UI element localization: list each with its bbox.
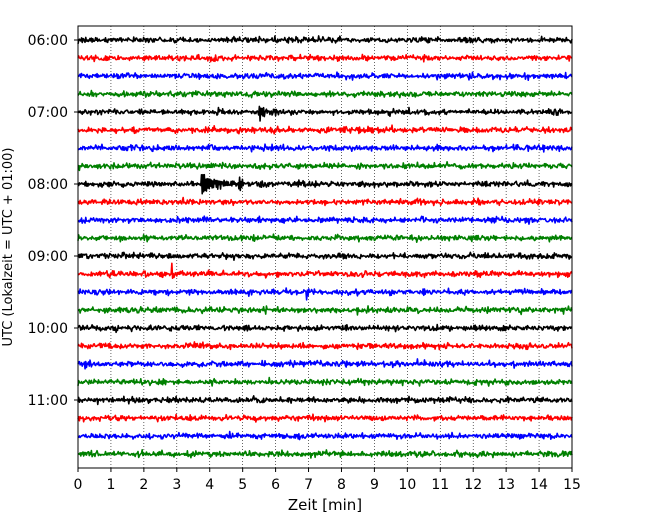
trace-0915 [77,262,573,279]
x-tick-label: 8 [337,477,346,493]
x-tick-label: 2 [139,477,148,493]
trace-0930 [77,287,573,301]
y-tick-label: 08:00 [28,177,68,193]
trace-0745 [77,161,573,172]
trace-0845 [77,233,573,244]
y-tick-label: 11:00 [28,393,68,409]
x-axis-label: Zeit [min] [288,496,362,514]
x-tick-label: 10 [398,477,416,493]
trace-1115 [77,413,573,423]
plot-frame [77,25,573,469]
x-tick-label: 9 [370,477,379,493]
trace-0730 [77,143,573,153]
trace-1045 [77,376,573,387]
trace-0645 [77,89,573,99]
x-tick-label: 4 [205,477,214,493]
y-tick-label: 09:00 [28,249,68,265]
x-axis: 0 1 2 3 4 5 6 7 8 9 10 11 12 13 14 15 [74,468,581,493]
x-tick-label: 15 [563,477,581,493]
trace-1015 [77,341,573,351]
x-tick-label: 6 [271,477,280,493]
trace-0600 [77,35,573,45]
x-tick-label: 14 [530,477,548,493]
x-tick-label: 3 [172,477,181,493]
x-tick-label: 1 [106,477,115,493]
trace-1130 [77,430,573,441]
trace-0630 [77,71,573,82]
trace-1100 [77,395,573,406]
y-tick-label: 07:00 [28,105,68,121]
x-tick-label: 5 [238,477,247,493]
plot-background [78,26,572,468]
x-tick-label: 12 [464,477,482,493]
trace-0800 [77,173,573,195]
trace-0715 [77,124,573,135]
trace-0700 [77,105,573,122]
trace-0900 [77,251,573,261]
x-tick-label: 13 [497,477,515,493]
x-tick-label: 0 [74,477,83,493]
trace-0830 [77,215,573,225]
y-tick-label: 06:00 [28,33,68,49]
y-axis-label: UTC (Lokalzeit = UTC + 01:00) [1,148,16,347]
y-tick-label: 10:00 [28,321,68,337]
y-axis: 06:00 07:00 08:00 09:00 10:00 11:00 [28,33,78,409]
x-tick-label: 11 [431,477,449,493]
trace-1030 [77,358,573,370]
x-tick-label: 7 [304,477,313,493]
trace-layer [77,35,573,459]
trace-0815 [77,196,573,207]
trace-1145 [77,449,573,459]
trace-0945 [77,305,573,316]
trace-0615 [77,53,573,63]
trace-1000 [77,323,573,334]
